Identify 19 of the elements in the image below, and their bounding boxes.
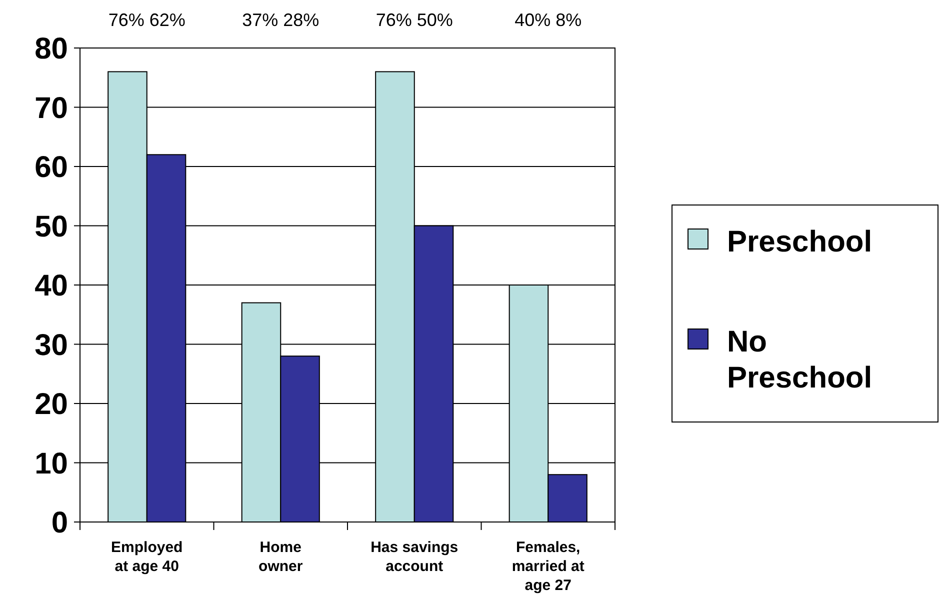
y-tick-label: 10 — [34, 447, 68, 480]
text: 76% 50% — [376, 10, 453, 30]
x-tick-label: Employed at age 40 — [111, 539, 183, 575]
y-tick-label: 50 — [34, 210, 68, 244]
text: 37% 28% — [242, 10, 320, 30]
x-tick-label: Has savings account — [370, 539, 458, 575]
text: 40% 8% — [514, 10, 582, 30]
x-tick-label: Females, married at age 27 — [512, 539, 584, 594]
text: 76% 62% — [108, 10, 186, 30]
x-tick-label: Home owner — [258, 539, 303, 575]
y-tick-label: 20 — [34, 388, 68, 421]
legend-label: No Preschool — [727, 326, 872, 394]
y-tick-label: 40 — [34, 270, 68, 302]
y-tick-label: 30 — [34, 328, 68, 362]
y-tick-label: 80 — [34, 32, 68, 66]
legend-label: Preschool — [727, 226, 872, 258]
y-tick-label: 0 — [51, 506, 68, 540]
y-tick-label: 60 — [34, 151, 68, 184]
y-tick-label: 70 — [34, 92, 68, 125]
